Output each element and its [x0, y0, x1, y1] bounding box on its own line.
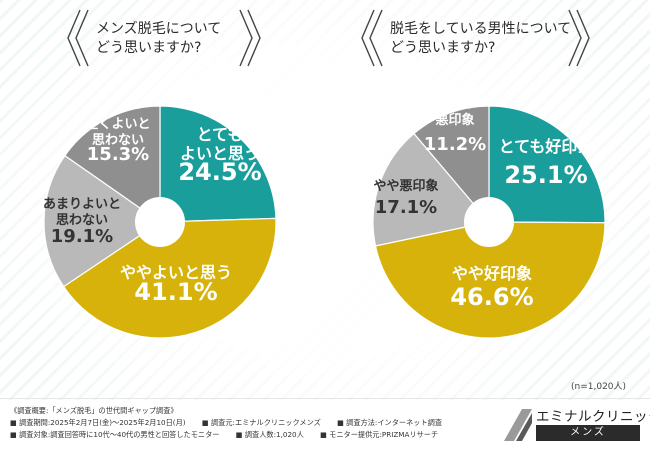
pie-slice-3	[43, 154, 162, 288]
notes-row-2: ■ 調査対象:調査回答時に10代～40代の男性と回答したモニター ■ 調査人数:…	[10, 429, 456, 441]
slice-value-label: 41.1%	[134, 278, 217, 306]
notes-method: ■ 調査方法:インターネット調査	[337, 418, 443, 427]
slice-value-label: 17.1%	[375, 197, 437, 218]
slice-category-label: 悪印象	[435, 112, 474, 128]
slice-category-label: とても	[197, 125, 244, 144]
question-1-line1: メンズ脱毛について	[96, 21, 222, 37]
pie-center-hole	[135, 197, 185, 247]
notes-provider: ■ モニター提供元:PRIZMAリサーチ	[320, 430, 439, 439]
logo-brand: エミナルクリニック	[536, 409, 650, 425]
pie-slice-4	[64, 105, 161, 224]
pie-slice-1	[159, 105, 277, 223]
slice-label-3: やや悪印象 17.1%	[373, 178, 438, 218]
brand-logo: エミナルクリニック メンズ	[500, 403, 650, 447]
slice-value-label: 24.5%	[178, 158, 261, 186]
slice-category-label: やや好印象	[452, 264, 532, 283]
pie-slice-2	[374, 221, 606, 339]
notes-source: ■ 調査元:エミナルクリニックメンズ	[201, 418, 321, 427]
pie-slice-2	[62, 217, 277, 339]
slice-value-label: 11.2%	[424, 134, 486, 155]
question-2-text: 脱毛をしている男性について どう思いますか?	[390, 20, 571, 58]
question-2-header: 脱毛をしている男性について どう思いますか?	[360, 8, 590, 68]
question-1-header: メンズ脱毛について どう思いますか?	[66, 8, 266, 68]
slice-category-label: ややよいと思う	[120, 263, 232, 282]
question-2-line2: どう思いますか?	[390, 40, 496, 56]
footer-divider	[0, 398, 650, 399]
slice-category-label: 思わない	[56, 213, 108, 228]
slice-value-label: 46.6%	[450, 283, 533, 311]
pie-slice-4	[413, 105, 490, 224]
notes-count: ■ 調査人数:1,020人	[235, 430, 304, 439]
slice-category-label: やや悪印象	[373, 178, 438, 194]
pie-chart-1: とてもよいと思う24.5%ややよいと思う41.1%あまりよいと思わない19.1%…	[43, 105, 277, 339]
pie-center-hole	[464, 197, 514, 247]
notes-row-1: ■ 調査期間:2025年2月7日(金)～2025年2月10日(月) ■ 調査元:…	[10, 417, 456, 429]
question-1-text: メンズ脱毛について どう思いますか?	[96, 20, 221, 58]
slice-category-label: 全くよいと	[84, 116, 150, 132]
slice-category-label: よいと思う	[180, 144, 260, 163]
slice-value-label: 25.1%	[504, 161, 587, 189]
slice-value-label: 15.3%	[87, 144, 149, 165]
survey-notes: 《調査概要:「メンズ脱毛」の世代間ギャップ調査》 ■ 調査期間:2025年2月7…	[10, 405, 456, 441]
notes-target: ■ 調査対象:調査回答時に10代～40代の男性と回答したモニター	[10, 430, 220, 439]
pie-slice-3	[372, 132, 491, 247]
sample-size: (n=1,020人)	[571, 382, 627, 392]
right-bracket-icon	[239, 9, 261, 67]
slice-category-label: 思わない	[92, 133, 144, 148]
right-bracket-icon	[568, 9, 590, 67]
slice-category-label: とても	[436, 97, 474, 112]
slice-label-1: とても好印象 25.1%	[499, 137, 594, 189]
logo-tag: メンズ	[536, 425, 640, 441]
left-bracket-icon	[361, 9, 383, 67]
question-2-line1: 脱毛をしている男性について	[390, 21, 572, 37]
logo-mark-icon	[504, 409, 532, 441]
slice-category-label: とても好印象	[499, 137, 594, 156]
notes-period: ■ 調査期間:2025年2月7日(金)～2025年2月10日(月)	[10, 418, 186, 427]
slice-value-label: 19.1%	[51, 226, 113, 247]
pie-slice-1	[488, 105, 606, 224]
left-bracket-icon	[67, 9, 89, 67]
notes-title: 《調査概要:「メンズ脱毛」の世代間ギャップ調査》	[10, 406, 178, 415]
question-1-line2: どう思いますか?	[96, 40, 202, 56]
slice-category-label: あまりよいと	[43, 197, 121, 212]
